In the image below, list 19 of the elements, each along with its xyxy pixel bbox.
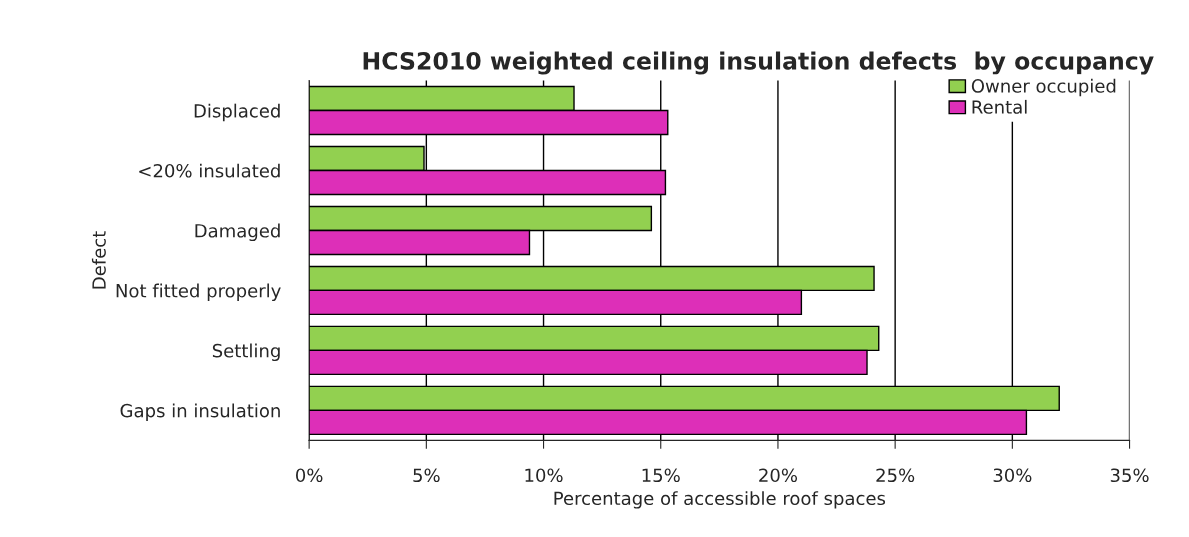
legend-label: Rental [972,99,1027,114]
x-tick-label: 0% [296,468,323,483]
chart-title: HCS2010 weighted ceiling insulation defects by occupancy [363,51,1154,75]
x-tick-label: 20% [759,468,798,483]
y-tick-label: Gaps in insulation [120,403,280,421]
x-tick-label: 10% [525,468,563,483]
x-tick-label: 30% [993,468,1032,483]
x-tick-label: 15% [642,468,680,483]
x-axis-title: Percentage of accessible roof spaces [554,491,886,509]
y-tick-label: Displaced [194,103,280,122]
x-tick-label: 25% [876,468,915,483]
y-tick-label: Settling [212,343,280,362]
y-axis-title: Defect [91,231,106,289]
x-tick-label: 35% [1110,468,1149,483]
legend-label: Owner occupied [971,78,1116,97]
y-tick-label: Damaged [195,223,280,242]
x-tick-label: 5% [413,468,440,483]
y-tick-label: Not fitted properly [116,283,281,302]
y-tick-label: <20% insulated [139,163,280,178]
